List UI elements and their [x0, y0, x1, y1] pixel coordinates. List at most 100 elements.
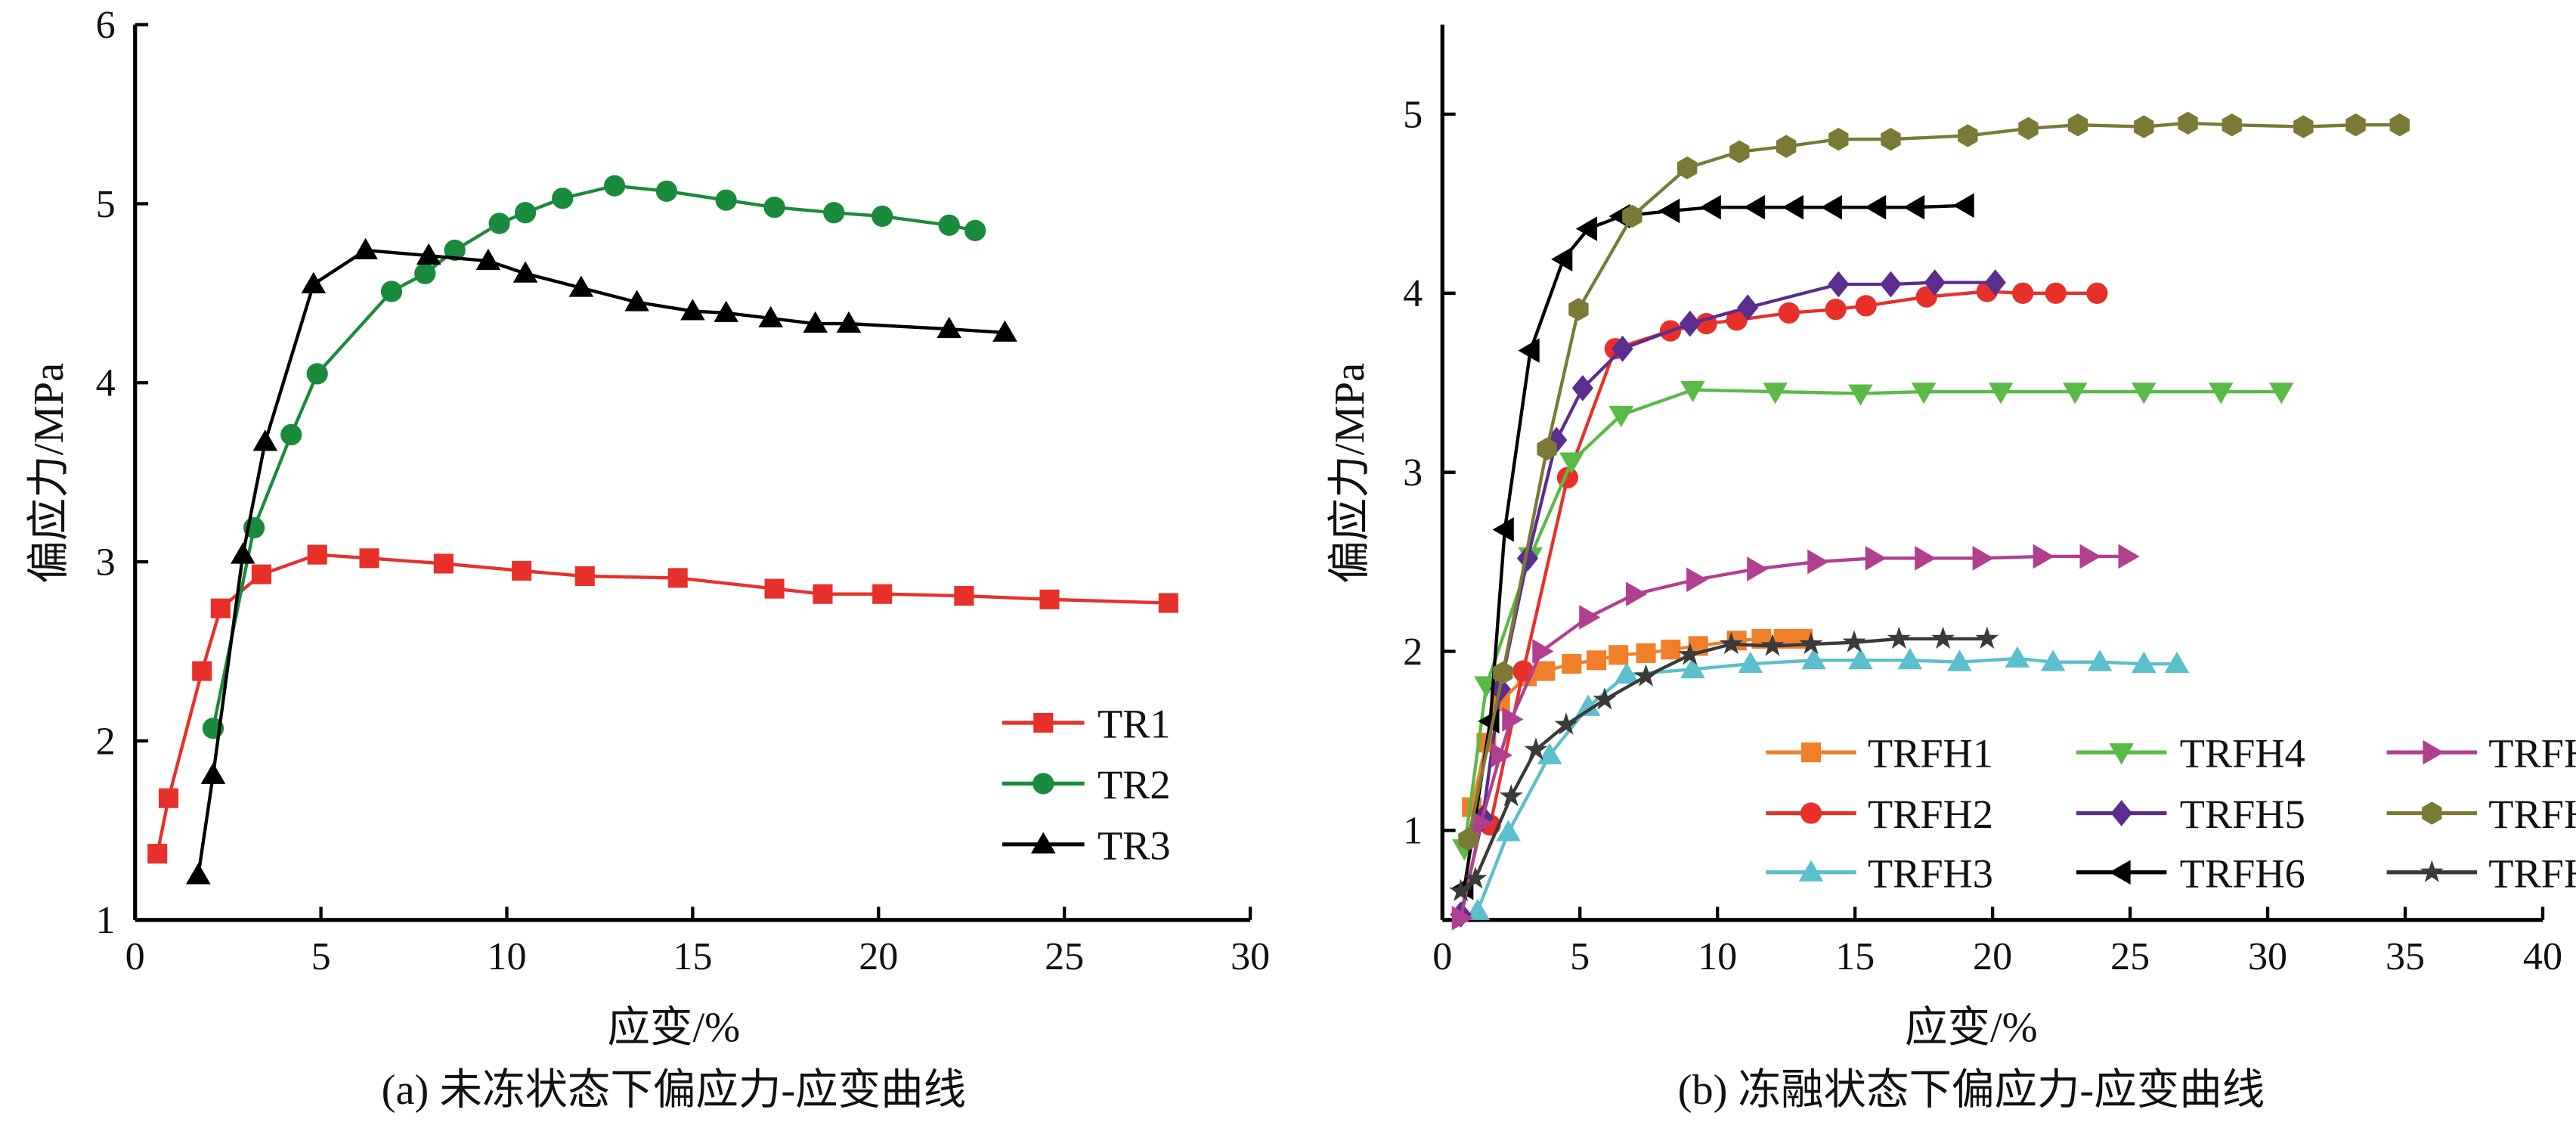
data-point: [1975, 626, 1999, 649]
data-point: [813, 584, 833, 604]
data-point: [1881, 127, 1901, 151]
chart-a: 偏应力/MPa 应变/% (a) 未冻状态下偏应力-应变曲线 0 5 10 15 20 2…: [26, 4, 1270, 1114]
chart-b-y-tick-label: 3: [1403, 451, 1423, 494]
data-point: [2178, 111, 2198, 135]
legend-marker: [1798, 860, 1824, 882]
data-point: [823, 202, 845, 224]
data-point: [1465, 898, 1491, 920]
chart-b-x-tick-label: 10: [1698, 935, 1737, 978]
data-point: [764, 578, 785, 599]
data-point: [158, 788, 179, 808]
data-point: [1496, 820, 1521, 842]
legend-marker: [1800, 742, 1822, 763]
data-point: [1807, 549, 1829, 575]
data-point: [2293, 115, 2314, 138]
data-point: [1158, 593, 1178, 613]
chart-a-series-tr3: [186, 237, 1017, 885]
legend-item-trfh2: TRFH2: [1766, 792, 1993, 837]
data-point: [1820, 194, 1842, 220]
data-point: [2134, 115, 2154, 138]
data-point: [444, 239, 466, 262]
data-point: [200, 762, 226, 784]
data-point: [192, 661, 212, 681]
data-point: [1491, 742, 1512, 768]
data-point: [2221, 113, 2242, 137]
chart-b-xlabel: 应变/%: [1905, 1005, 2038, 1052]
data-point: [1608, 645, 1629, 665]
legend-label: TRFH8: [2488, 792, 2576, 837]
chart-b-series-trfh9: [1449, 626, 1999, 902]
data-point: [416, 243, 441, 265]
data-point: [2131, 383, 2156, 404]
data-point: [872, 205, 893, 228]
data-point: [1855, 295, 1877, 317]
data-point: [488, 212, 510, 234]
data-point: [2067, 113, 2088, 137]
legend-marker: [2422, 801, 2442, 825]
legend-item-trfh5: TRFH5: [2076, 792, 2305, 837]
data-point: [1699, 194, 1721, 220]
legend-marker: [1033, 712, 1054, 733]
data-point: [1988, 383, 2014, 404]
data-point: [1571, 374, 1593, 401]
data-point: [1801, 648, 1826, 670]
data-point: [1039, 589, 1060, 609]
data-point: [1524, 737, 1548, 760]
data-point: [1661, 640, 1681, 660]
chart-a-line-tr1: [156, 553, 1169, 854]
chart-b-ylabel: 偏应力/MPa: [1327, 363, 1373, 584]
chart-a-x-tick-label: 20: [859, 935, 898, 978]
data-point: [1729, 140, 1750, 163]
data-point: [1622, 204, 1643, 228]
data-point: [514, 202, 537, 224]
data-point: [1931, 626, 1955, 649]
chart-a-y-tick-label: 4: [96, 362, 116, 405]
data-point: [1472, 811, 1494, 836]
data-point: [2131, 651, 2156, 674]
legend-marker: [1033, 773, 1054, 795]
chart-b-series-trfh4: [1452, 380, 2294, 861]
data-point: [1537, 437, 1557, 461]
data-point: [1458, 827, 1478, 851]
chart-a-series-tr1: [147, 544, 1178, 864]
data-point: [1451, 906, 1473, 931]
data-point: [1972, 546, 1994, 571]
chart-a-x-tick-label: 0: [125, 935, 145, 978]
data-point: [938, 214, 960, 236]
data-point: [2087, 649, 2113, 671]
data-point: [2345, 113, 2366, 137]
data-point: [2268, 383, 2294, 404]
data-point: [2063, 383, 2088, 404]
data-point: [1848, 384, 1873, 406]
legend-marker: [1030, 832, 1056, 854]
data-point: [1865, 546, 1887, 571]
data-point: [1614, 662, 1639, 684]
data-point: [1924, 269, 1946, 296]
data-point: [186, 863, 211, 885]
data-point: [353, 237, 378, 259]
chart-a-ylabel: 偏应力/MPa: [26, 363, 73, 584]
data-point: [1686, 567, 1708, 593]
data-point: [1551, 246, 1573, 272]
data-point: [2118, 544, 2140, 569]
data-point: [251, 564, 271, 584]
data-point: [624, 290, 649, 311]
legend-marker: [2423, 739, 2444, 765]
chart-a-y-tick-label: 1: [96, 899, 116, 942]
data-point: [414, 262, 436, 284]
data-point: [1842, 630, 1866, 652]
data-point: [1911, 383, 1937, 404]
data-point: [964, 219, 986, 242]
legend-label: TRFH4: [2180, 731, 2305, 776]
data-point: [1463, 866, 1488, 889]
data-point: [1760, 634, 1785, 656]
data-point: [1864, 194, 1887, 220]
data-point: [1947, 649, 1972, 671]
data-point: [1677, 156, 1698, 180]
data-point: [2079, 544, 2101, 569]
chart-a-xlabel: 应变/%: [608, 1005, 741, 1052]
chart-b-line-trfh4: [1463, 388, 2282, 849]
legend-item-trfh8: TRFH8: [2386, 792, 2576, 837]
chart-b-x-tick-label: 25: [2110, 935, 2150, 978]
legend-label: TR3: [1098, 823, 1171, 868]
